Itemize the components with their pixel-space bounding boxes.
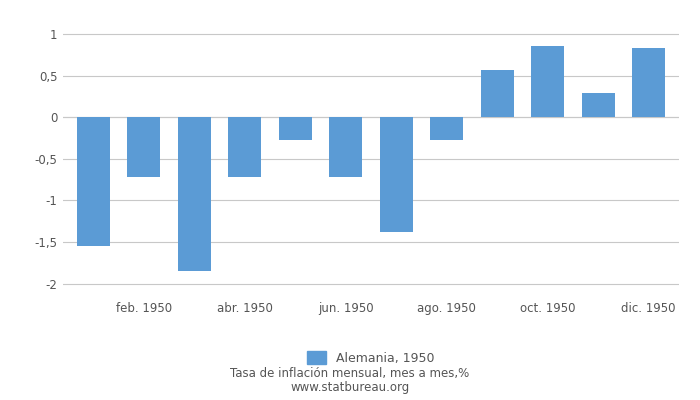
Bar bbox=[178, 117, 211, 271]
Legend: Alemania, 1950: Alemania, 1950 bbox=[307, 351, 435, 365]
Bar bbox=[481, 70, 514, 117]
Bar bbox=[632, 48, 665, 117]
Bar bbox=[430, 117, 463, 140]
Bar bbox=[531, 46, 564, 117]
Bar bbox=[127, 117, 160, 177]
Bar bbox=[329, 117, 362, 177]
Text: Tasa de inflación mensual, mes a mes,%: Tasa de inflación mensual, mes a mes,% bbox=[230, 368, 470, 380]
Text: www.statbureau.org: www.statbureau.org bbox=[290, 382, 410, 394]
Bar bbox=[582, 93, 615, 117]
Bar bbox=[77, 117, 110, 246]
Bar bbox=[279, 117, 312, 140]
Bar bbox=[228, 117, 261, 177]
Bar bbox=[380, 117, 413, 232]
